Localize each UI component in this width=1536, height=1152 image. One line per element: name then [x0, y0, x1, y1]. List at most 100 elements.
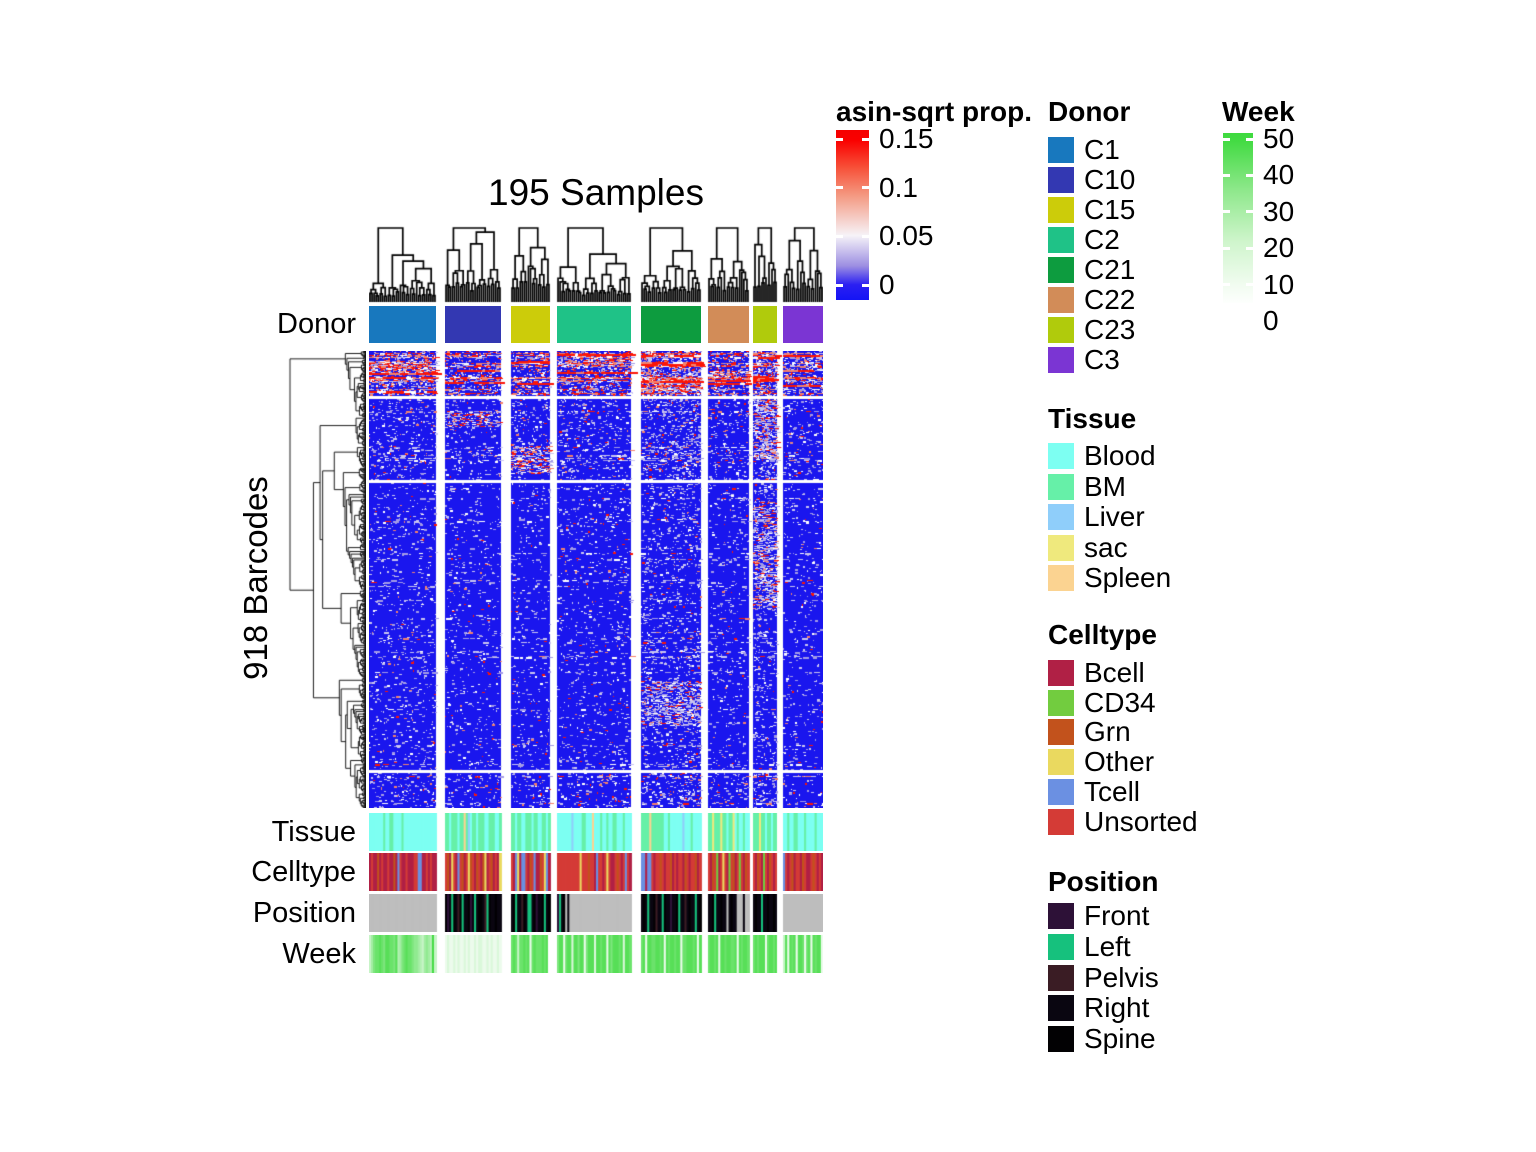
- tissue-track-label: Tissue: [271, 816, 356, 848]
- donor-block-C1: [369, 306, 436, 343]
- value-colorbar-tick-mark: [836, 283, 843, 287]
- celltype-legend-item: Bcell: [1048, 658, 1145, 688]
- week-colorbar-tick-mark: [1223, 173, 1230, 177]
- celltype-swatch-Unsorted: [1048, 808, 1074, 835]
- donor-block-C15: [511, 306, 550, 343]
- donor-legend-label: C15: [1084, 194, 1136, 225]
- value-colorbar-tick-label: 0.05: [879, 220, 934, 252]
- position-legend-item: Pelvis: [1048, 962, 1159, 993]
- donor-track-label: Donor: [277, 308, 356, 340]
- position-track-label: Position: [252, 897, 356, 929]
- value-colorbar-tick-mark: [862, 186, 869, 190]
- week-colorbar-tick-mark: [1246, 173, 1253, 177]
- celltype-swatch-CD34: [1048, 689, 1074, 716]
- celltype-swatch-Other: [1048, 749, 1074, 776]
- week-colorbar-tick-label: 30: [1263, 195, 1295, 227]
- value-colorbar-tick-mark: [836, 186, 843, 190]
- celltype-legend-item: CD34: [1048, 687, 1156, 718]
- donor-swatch-C2: [1048, 227, 1074, 253]
- value-colorbar-tick-label: 0: [879, 269, 895, 300]
- week-colorbar: [1223, 133, 1253, 303]
- donor-legend-label: C1: [1084, 134, 1120, 165]
- value-colorbar-tick-mark: [836, 234, 843, 238]
- donor-legend-item: C21: [1048, 255, 1135, 285]
- position-legend-label: Left: [1084, 930, 1131, 962]
- donor-legend-label: C2: [1084, 224, 1120, 255]
- donor-annotation-band: [369, 306, 823, 343]
- tissue-legend-item: sac: [1048, 531, 1128, 563]
- donor-legend-item: C22: [1048, 285, 1135, 315]
- celltype-swatch-Bcell: [1048, 660, 1074, 686]
- donor-swatch-C3: [1048, 347, 1074, 373]
- plot-title: 195 Samples: [488, 172, 704, 213]
- tissue-swatch-BM: [1048, 473, 1074, 500]
- column-dendrogram: [369, 225, 823, 303]
- week-track: [369, 935, 823, 973]
- row-axis-label: 918 Barcodes: [237, 476, 274, 680]
- tissue-legend-label: Liver: [1084, 501, 1145, 532]
- donor-block-C21: [641, 306, 701, 343]
- donor-block-C3: [783, 306, 823, 343]
- tissue-legend-label: sac: [1084, 531, 1128, 563]
- value-colorbar-tick-mark: [836, 137, 843, 141]
- tissue-legend-item: Blood: [1048, 441, 1156, 471]
- donor-legend-item: C23: [1048, 315, 1135, 345]
- celltype-legend-item: Grn: [1048, 717, 1131, 747]
- celltype-legend-item: Unsorted: [1048, 805, 1198, 837]
- celltype-legend-label: Other: [1084, 746, 1155, 778]
- value-colorbar-tick-label: 0.15: [879, 123, 934, 154]
- value-colorbar-tick-mark: [862, 234, 869, 238]
- donor-legend-item: C15: [1048, 195, 1135, 225]
- heatmap-body: [369, 351, 823, 808]
- position-legend-label: Right: [1084, 992, 1150, 1024]
- tissue-swatch-Liver: [1048, 504, 1074, 530]
- week-colorbar-tick-mark: [1223, 246, 1230, 250]
- donor-block-C2: [557, 306, 631, 343]
- tissue-swatch-Spleen: [1048, 565, 1074, 591]
- week-colorbar-tick-label: 20: [1263, 232, 1295, 264]
- donor-swatch-C21: [1048, 257, 1074, 283]
- tissue-swatch-sac: [1048, 534, 1074, 561]
- donor-swatch-C15: [1048, 197, 1074, 223]
- donor-block-C22: [708, 306, 749, 343]
- donor-legend-label: C23: [1084, 314, 1136, 345]
- week-colorbar-tick-mark: [1223, 210, 1230, 214]
- week-colorbar-tick-mark: [1223, 137, 1230, 141]
- tissue-swatch-Blood: [1048, 443, 1074, 469]
- donor-swatch-C23: [1048, 317, 1074, 343]
- position-legend-title: Position: [1048, 866, 1159, 897]
- week-colorbar-tick-label: 50: [1263, 123, 1295, 154]
- donor-swatch-C22: [1048, 287, 1074, 313]
- position-swatch-Pelvis: [1048, 964, 1074, 991]
- value-legend-title: asin-sqrt prop.: [836, 96, 1033, 127]
- tissue-track: [369, 813, 823, 851]
- tissue-legend-label: Blood: [1084, 440, 1156, 471]
- week-colorbar-tick-label: 40: [1263, 159, 1295, 191]
- celltype-legend-label: Tcell: [1084, 775, 1141, 807]
- donor-swatch-C10: [1048, 167, 1074, 193]
- position-legend-label: Spine: [1084, 1023, 1156, 1054]
- celltype-track: [369, 853, 823, 891]
- position-legend-label: Front: [1084, 900, 1150, 931]
- position-swatch-Right: [1048, 995, 1074, 1022]
- value-colorbar-tick-label: 0.1: [879, 171, 918, 203]
- donor-legend-label: C22: [1084, 284, 1136, 315]
- position-legend-item: Left: [1048, 930, 1131, 962]
- week-colorbar-tick-label: 0: [1263, 305, 1279, 336]
- celltype-legend-label: Unsorted: [1084, 805, 1198, 837]
- value-colorbar: [836, 130, 869, 300]
- tissue-legend-item: Spleen: [1048, 563, 1171, 593]
- celltype-track-label: Celltype: [251, 856, 356, 888]
- celltype-legend-item: Other: [1048, 747, 1154, 777]
- week-colorbar-tick-mark: [1246, 137, 1253, 141]
- position-legend-item: Right: [1048, 993, 1149, 1023]
- tissue-legend-item: BM: [1048, 471, 1126, 502]
- position-swatch-Left: [1048, 933, 1074, 960]
- row-dendrogram: [288, 351, 366, 808]
- donor-legend-label: C10: [1084, 164, 1136, 195]
- week-colorbar-tick-mark: [1246, 246, 1253, 250]
- tissue-legend-title: Tissue: [1048, 403, 1137, 434]
- donor-block-C23: [753, 306, 777, 343]
- position-legend-item: Front: [1048, 901, 1149, 931]
